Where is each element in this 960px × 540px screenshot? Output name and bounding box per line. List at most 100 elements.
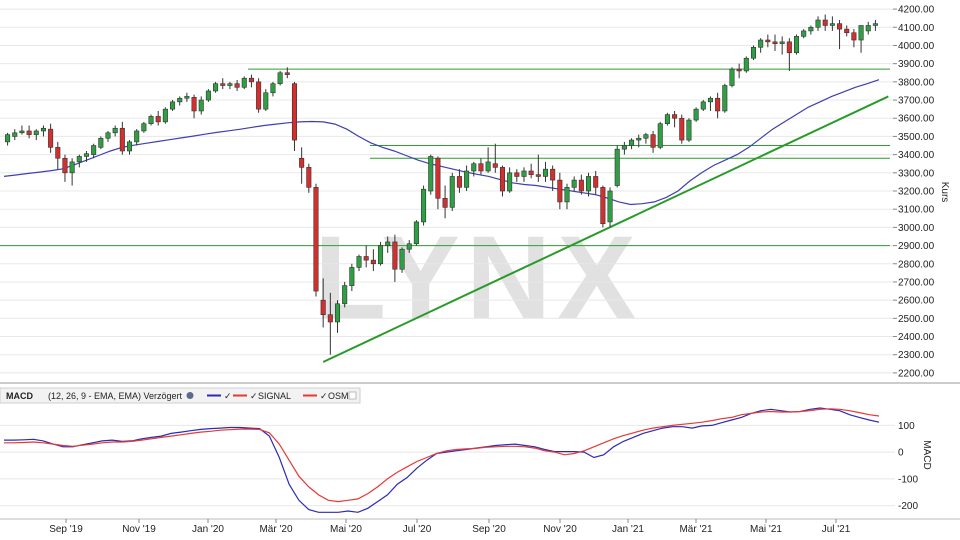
candle [5, 132, 11, 146]
candle-body [736, 68, 742, 72]
candle-body [586, 176, 592, 192]
candle-body [370, 259, 376, 265]
candle-body [148, 116, 154, 124]
trendline [322, 95, 889, 363]
candle [851, 29, 857, 48]
candle [241, 76, 247, 90]
candle [69, 158, 75, 186]
moving-average-line [3, 79, 880, 206]
candle [442, 185, 448, 219]
candle [155, 110, 161, 126]
legend-item[interactable]: ✓ [207, 391, 232, 401]
price-tick-label: 3100.00 [898, 205, 935, 216]
candle-body [557, 179, 563, 203]
candle-body [320, 299, 326, 315]
candle-body [779, 41, 785, 44]
candle-body [872, 23, 878, 26]
trendline [322, 95, 889, 363]
x-tick-label: Jan '20 [192, 524, 224, 535]
candle-body [399, 248, 405, 270]
candle [227, 81, 233, 90]
x-tick-label: Nov '20 [543, 524, 577, 535]
candle [449, 172, 455, 212]
legend-item[interactable]: ✓ OSMA [303, 391, 355, 401]
candle [736, 63, 742, 79]
legend-items: ✓ ✓ SIGNAL ✓ OSMA [207, 391, 355, 401]
price-y-axis-title: Kurs [939, 182, 950, 203]
candle-body [5, 134, 11, 143]
candle [40, 125, 46, 137]
candle-body [126, 141, 133, 152]
candle-body [19, 130, 25, 134]
candle-body [822, 19, 828, 26]
candle-body [134, 130, 140, 143]
candle-body [170, 101, 176, 110]
candle [98, 136, 104, 150]
candle [112, 125, 118, 137]
candle [33, 129, 39, 141]
candle [306, 163, 312, 193]
candle [148, 114, 154, 126]
candle-body [636, 137, 642, 141]
candle-body [83, 153, 90, 157]
candle [406, 240, 412, 253]
candle [334, 300, 341, 333]
price-tick-label: 3900.00 [898, 59, 935, 70]
x-tick-label: Mär '20 [259, 524, 292, 535]
candle [837, 20, 843, 50]
x-tick-label: Jul '20 [403, 524, 432, 535]
candle-body [48, 128, 54, 148]
candle-body [542, 168, 549, 177]
candle-body [141, 123, 147, 132]
candle [363, 245, 369, 268]
candle-body [270, 83, 276, 94]
candle-body [743, 57, 749, 72]
candle-body [478, 163, 484, 172]
candle-body [815, 19, 821, 28]
candle-body [750, 46, 757, 59]
candle [291, 81, 297, 151]
candle [593, 170, 599, 195]
candle-body [593, 176, 599, 188]
macd-tick-label: 0 [898, 448, 904, 459]
legend-item[interactable]: ✓ SIGNAL [233, 391, 291, 401]
legend-menu-icon[interactable] [348, 391, 357, 400]
legend-check-icon[interactable]: ✓ [250, 391, 258, 401]
candle [198, 96, 204, 115]
candle [542, 161, 549, 182]
candle-body [507, 172, 513, 192]
candle [729, 67, 735, 88]
candle [170, 100, 176, 111]
legend-label: SIGNAL [258, 391, 291, 401]
candle-body [198, 99, 204, 112]
candle-body [69, 161, 75, 174]
candle-body [499, 167, 505, 192]
candle-body [334, 303, 341, 323]
macd-series-signal [4, 408, 880, 503]
candle [636, 134, 642, 148]
candle [822, 14, 828, 31]
price-tick-label: 3600.00 [898, 114, 935, 125]
candle-body [851, 32, 857, 41]
candle-body [865, 25, 871, 32]
candle-body [306, 167, 312, 188]
candle [399, 247, 405, 273]
candle-body [464, 170, 470, 188]
candle-body [98, 137, 104, 148]
price-tick-label: 4200.00 [898, 5, 935, 16]
candle-body [858, 25, 864, 41]
price-tick-label: 2900.00 [898, 241, 935, 252]
candle [664, 112, 670, 126]
candle [126, 140, 133, 155]
candle-body [241, 77, 247, 88]
settings-icon[interactable] [186, 392, 194, 399]
legend-check-icon[interactable]: ✓ [224, 391, 232, 401]
candle [284, 67, 290, 79]
legend-check-icon[interactable]: ✓ [320, 391, 328, 401]
candle-body [378, 245, 384, 265]
candle-body [191, 97, 197, 112]
x-axis-ticks: Sep '19 Nov '19 Jan '20 Mär '20 Mai '20 Jul '… [49, 519, 851, 535]
macd-series-macd [4, 407, 880, 513]
candle [213, 81, 219, 93]
candle-body [213, 83, 219, 92]
